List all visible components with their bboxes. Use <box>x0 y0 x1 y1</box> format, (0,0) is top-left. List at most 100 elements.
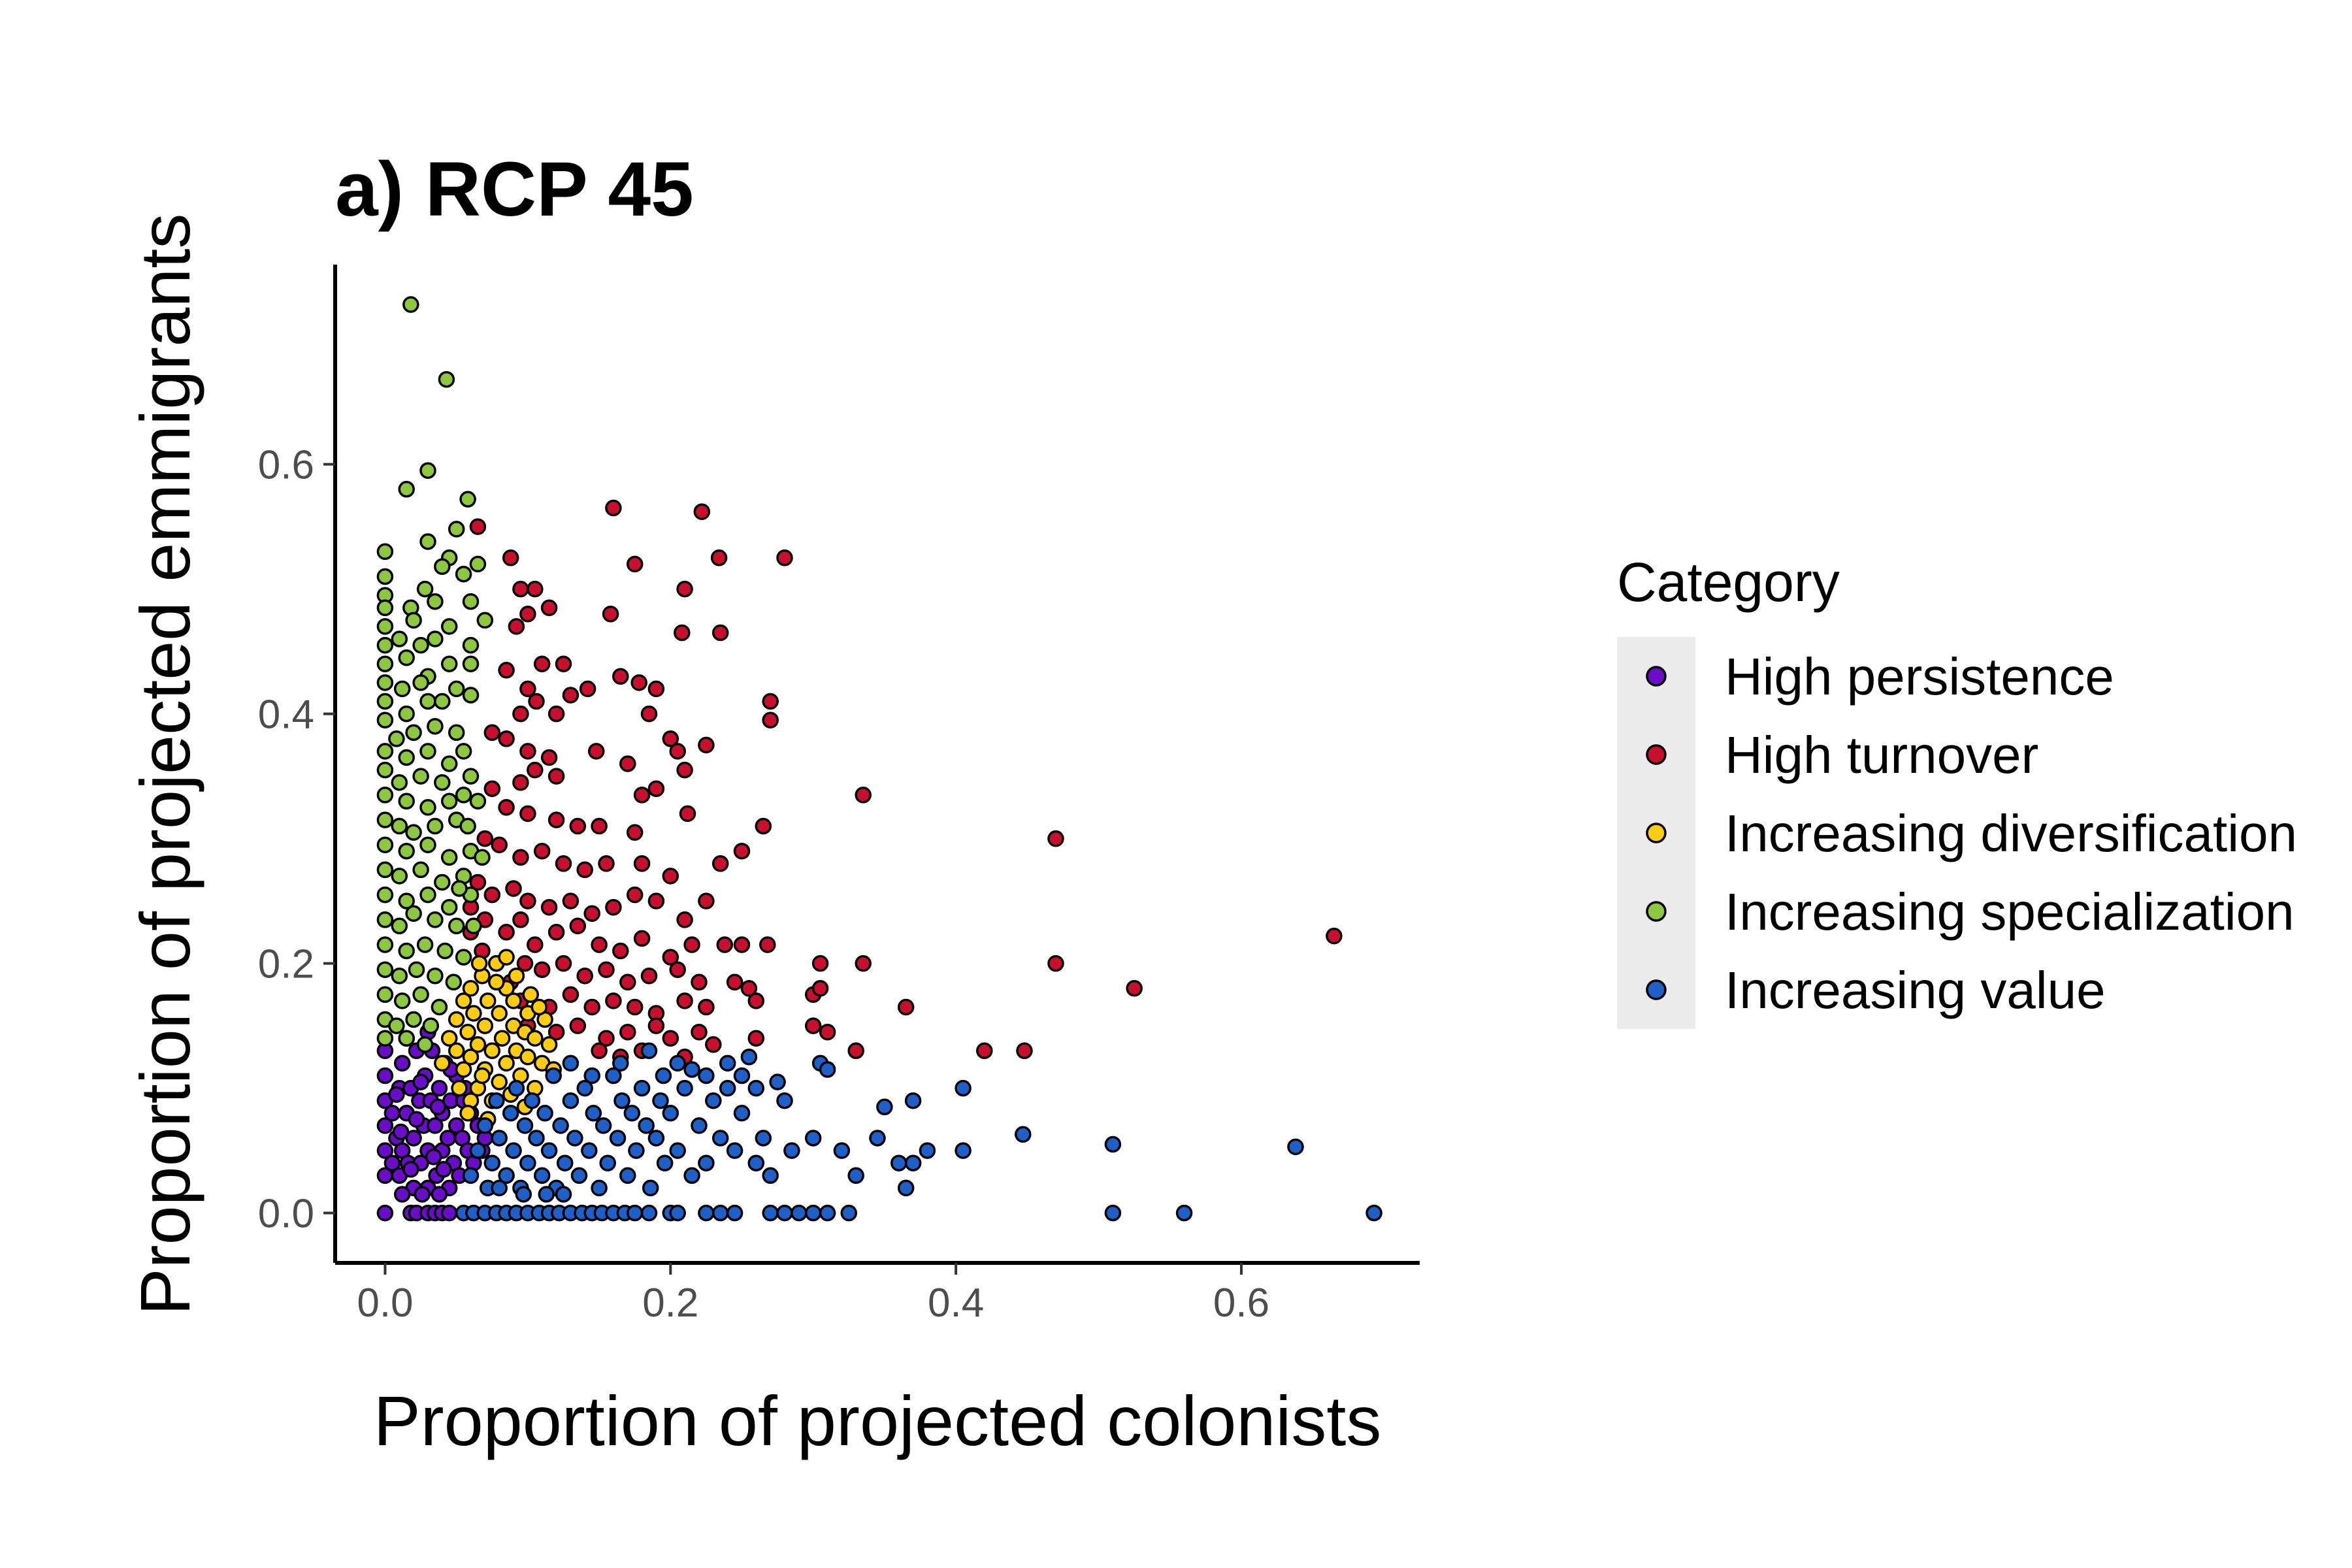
data-point <box>583 998 600 1016</box>
data-point <box>555 1186 572 1203</box>
data-point <box>628 1142 645 1159</box>
data-point <box>388 730 405 747</box>
data-point <box>698 1204 715 1222</box>
data-point <box>527 1030 544 1047</box>
data-point <box>376 936 394 953</box>
data-point <box>747 992 765 1009</box>
data-point <box>459 491 476 508</box>
data-point <box>483 1154 501 1171</box>
data-point <box>376 1142 394 1159</box>
data-point <box>498 949 515 966</box>
data-point <box>414 1186 431 1203</box>
data-point <box>476 1117 494 1134</box>
points-layer <box>376 296 1382 1222</box>
data-point <box>612 668 629 685</box>
data-point <box>619 755 636 772</box>
data-point <box>474 849 491 866</box>
data-point <box>669 743 686 760</box>
data-point <box>638 1117 655 1134</box>
data-point <box>412 636 429 654</box>
data-point <box>647 1130 665 1147</box>
data-point <box>1365 1204 1382 1222</box>
data-point <box>733 1105 751 1122</box>
data-point <box>576 1079 593 1097</box>
data-point <box>502 549 519 566</box>
data-point <box>405 1130 422 1147</box>
legend-label: Increasing specialization <box>1725 883 2295 941</box>
data-point <box>376 636 394 654</box>
data-point <box>498 924 515 941</box>
data-point <box>440 1204 458 1222</box>
data-point <box>398 842 415 860</box>
data-point <box>376 986 394 1004</box>
data-point <box>474 1067 491 1085</box>
data-point <box>555 655 572 672</box>
data-point <box>545 1067 562 1085</box>
data-point <box>719 1054 736 1072</box>
data-point <box>540 898 558 916</box>
data-point <box>605 898 622 916</box>
data-point <box>519 743 536 760</box>
data-point <box>508 967 525 985</box>
data-point <box>581 1142 598 1159</box>
data-point <box>431 998 448 1016</box>
data-point <box>598 1030 615 1047</box>
data-point <box>633 855 651 872</box>
data-point <box>438 370 455 388</box>
data-point <box>733 842 751 860</box>
data-point <box>527 936 544 953</box>
legend-label: Increasing diversification <box>1725 804 2297 862</box>
data-point <box>669 1204 686 1222</box>
y-axis-title: Proportion of projected emmigrants <box>125 214 204 1316</box>
data-point <box>811 980 829 997</box>
data-point <box>455 992 472 1009</box>
data-point <box>576 861 593 879</box>
data-point <box>711 1204 729 1222</box>
data-point <box>547 768 565 785</box>
data-point <box>469 518 487 535</box>
data-point <box>427 911 444 928</box>
data-point <box>547 705 565 723</box>
data-point <box>376 599 394 617</box>
data-point <box>498 799 515 816</box>
data-point <box>819 1061 836 1078</box>
data-point <box>791 1204 808 1222</box>
legend-title: Category <box>1617 551 1840 613</box>
data-point <box>448 917 465 935</box>
data-point <box>759 936 776 953</box>
data-point <box>476 612 494 629</box>
data-point <box>569 917 587 935</box>
data-point <box>448 724 465 742</box>
data-point <box>419 462 436 479</box>
data-point <box>626 824 644 841</box>
data-point <box>855 955 872 972</box>
data-point <box>512 911 529 928</box>
data-point <box>698 1067 715 1085</box>
data-point <box>376 655 394 672</box>
data-point <box>419 799 436 816</box>
data-point <box>562 1092 580 1109</box>
data-point <box>1104 1204 1122 1222</box>
data-point <box>469 874 487 891</box>
data-point <box>419 886 436 904</box>
data-point <box>427 1117 444 1134</box>
data-point <box>448 1011 465 1028</box>
data-point <box>776 549 793 566</box>
data-point <box>479 992 497 1009</box>
data-point <box>705 1036 722 1053</box>
data-point <box>536 1105 553 1122</box>
x-axis-title: Proportion of projected colonists <box>374 1381 1382 1460</box>
data-point <box>662 730 679 747</box>
data-point <box>519 1154 536 1171</box>
data-point <box>440 898 458 916</box>
data-point <box>376 568 394 585</box>
data-point <box>376 787 394 804</box>
series-4 <box>455 1042 1382 1222</box>
data-point <box>569 817 587 835</box>
data-point <box>869 1130 886 1147</box>
y-tick-label: 0.0 <box>258 1192 314 1237</box>
data-point <box>776 1204 793 1222</box>
data-point <box>462 636 480 654</box>
